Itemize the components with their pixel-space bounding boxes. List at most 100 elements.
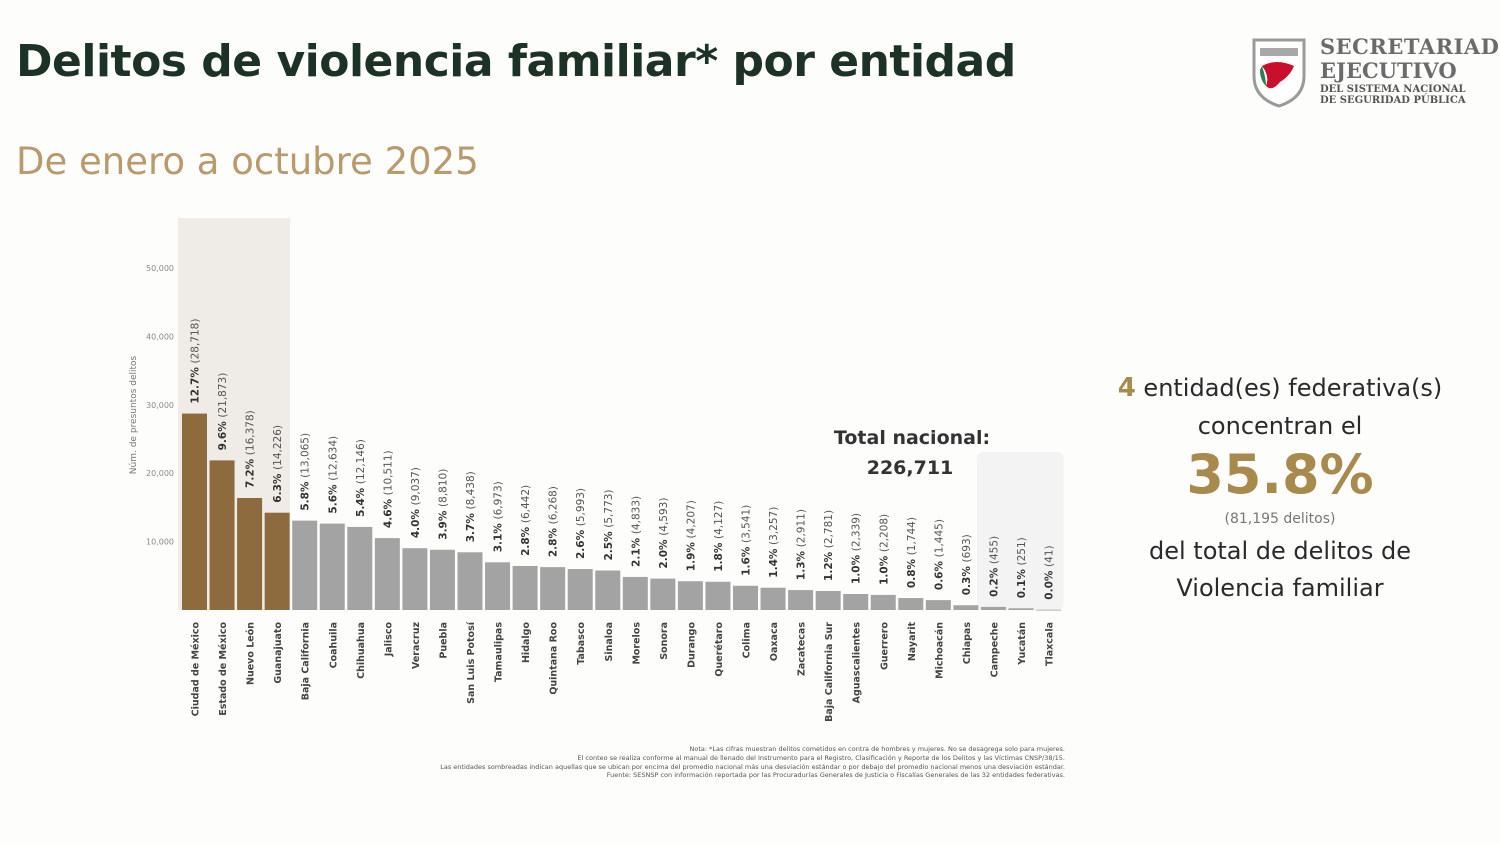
value-label: 2.5% (5,773) [603, 489, 615, 560]
x-tick-label: Tamaulipas [494, 622, 505, 682]
bar [760, 587, 786, 610]
x-tick-label: Estado de México [218, 622, 229, 716]
y-axis-label: Núm. de presuntos delitos [129, 355, 139, 474]
value-label: 0.0% (41) [1044, 545, 1056, 599]
x-tick-label: Quintana Roo [549, 622, 560, 695]
summary-panel: 4 entidad(es) federativa(s) concentran e… [1095, 368, 1465, 607]
bar [402, 548, 428, 610]
x-tick-label: Sonora [659, 622, 670, 660]
note: Fuente: SESNSP con información reportada… [606, 771, 1065, 780]
page-subtitle: De enero a octubre 2025 [16, 140, 479, 183]
logo-line1: SECRETARIADO [1320, 34, 1500, 59]
value-label: 1.0% (2,208) [878, 514, 890, 585]
value-label: 0.6% (1,445) [933, 519, 945, 590]
x-tick-label: Morelos [631, 622, 642, 665]
bar [264, 512, 290, 610]
value-label: 0.3% (693) [961, 534, 973, 595]
value-label: 1.9% (4,207) [685, 500, 697, 571]
summary-line4: Violencia familiar [1176, 574, 1384, 603]
x-tick-label: Chihuahua [356, 622, 367, 679]
bar [677, 581, 703, 610]
summary-line3: del total de delitos de [1149, 536, 1411, 565]
value-label: 2.1% (4,833) [630, 496, 642, 567]
x-tick-label: Michoacán [934, 622, 945, 679]
bar [788, 590, 814, 610]
bar [843, 594, 869, 610]
y-tick-label: 50,000 [146, 264, 174, 273]
x-tick-label: Nayarit [907, 622, 918, 662]
bar [815, 590, 841, 610]
bar [292, 520, 318, 610]
shade-low-region [976, 452, 1064, 610]
summary-line1: entidad(es) federativa(s) [1143, 374, 1443, 402]
x-tick-label: Nuevo León [246, 622, 257, 685]
logo-line2: EJECUTIVO [1320, 58, 1457, 83]
bar [705, 581, 731, 610]
bar [347, 526, 373, 610]
x-tick-label: Veracruz [411, 622, 422, 669]
bar [980, 606, 1006, 610]
x-tick-label: Zacatecas [797, 622, 808, 676]
bar [953, 605, 979, 610]
value-label: 0.8% (1,744) [906, 517, 918, 588]
value-label: 4.0% (9,037) [410, 467, 422, 538]
bar [567, 569, 593, 610]
bar [540, 567, 566, 610]
x-tick-label: Colima [742, 622, 753, 658]
value-label: 1.4% (3,257) [768, 507, 780, 578]
shield-logo-icon [1252, 38, 1306, 108]
x-tick-label: Hidalgo [521, 622, 532, 663]
page-title: Delitos de violencia familiar* por entid… [16, 36, 1016, 87]
x-tick-label: Baja California [301, 622, 312, 700]
bar [622, 576, 648, 610]
bar [650, 578, 676, 610]
value-label: 3.9% (8,810) [437, 469, 449, 540]
bar [595, 570, 621, 610]
note: Nota: *Las cifras muestran delitos comet… [689, 745, 1065, 753]
x-tick-label: Aguascalientes [852, 622, 863, 704]
value-label: 2.0% (4,593) [658, 498, 670, 569]
value-label: 1.0% (2,339) [851, 513, 863, 584]
bar [374, 538, 400, 610]
x-tick-label: Chiapas [962, 622, 973, 665]
footnotes: Nota: *Las cifras muestran delitos comet… [440, 745, 1065, 780]
logo-line3: DEL SISTEMA NACIONAL [1320, 84, 1466, 95]
value-label: 1.8% (4,127) [713, 501, 725, 572]
bar [319, 523, 345, 610]
bar [429, 549, 455, 610]
value-label: 5.4% (12,146) [355, 439, 367, 517]
value-label: 1.6% (3,541) [741, 505, 753, 576]
total-value: 226,711 [867, 457, 954, 479]
x-tick-label: Puebla [438, 622, 449, 659]
bar [182, 413, 207, 610]
x-tick-label: Oaxaca [769, 622, 780, 661]
value-label: 5.6% (12,634) [327, 436, 339, 514]
value-label: 6.3% (14,226) [272, 425, 284, 503]
summary-percent: 35.8% [1186, 443, 1374, 507]
value-label: 0.2% (455) [988, 536, 1000, 597]
x-tick-label: Querétaro [714, 622, 725, 677]
bar [898, 598, 924, 610]
x-tick-label: Coahuila [328, 622, 339, 668]
x-tick-label: San Luis Potosí [466, 621, 477, 704]
bar [733, 585, 758, 610]
value-label: 2.8% (6,268) [548, 486, 560, 557]
y-tick-label: 30,000 [146, 401, 174, 410]
x-tick-label: Sinaloa [604, 622, 615, 661]
logo: SECRETARIADO EJECUTIVO DEL SISTEMA NACIO… [1250, 36, 1500, 108]
value-label: 9.6% (21,873) [217, 373, 229, 451]
value-label: 5.8% (13,065) [300, 433, 312, 511]
x-tick-label: Campeche [989, 622, 1000, 677]
bar [237, 497, 263, 610]
x-tick-label: Durango [686, 622, 697, 668]
note: Las entidades sombreadas indican aquella… [440, 762, 1065, 771]
bar [1036, 609, 1062, 611]
y-tick-label: 20,000 [146, 469, 174, 478]
bar [209, 460, 235, 610]
value-label: 12.7% (28,718) [190, 319, 202, 404]
bar [485, 562, 511, 610]
bar [1008, 608, 1034, 610]
summary-count: 4 [1117, 373, 1136, 403]
value-label: 4.6% (10,511) [382, 450, 394, 528]
